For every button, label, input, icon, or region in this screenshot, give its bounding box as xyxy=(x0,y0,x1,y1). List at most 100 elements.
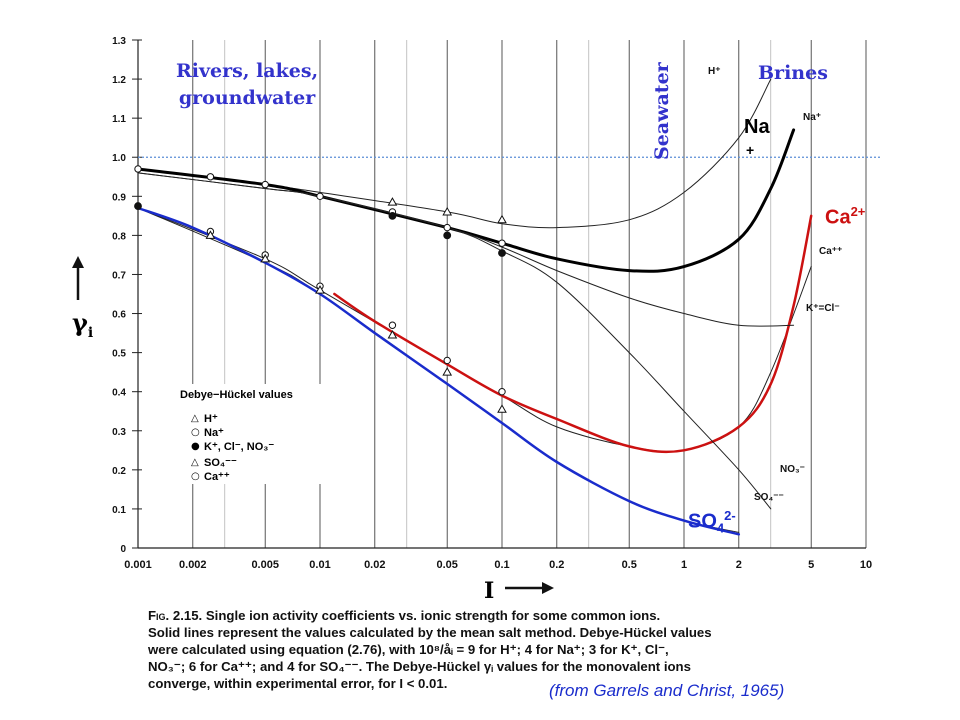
y-axis-label-symbol: γ xyxy=(72,308,88,337)
marker-triangle-4-1 xyxy=(260,253,271,263)
x-tick-label-8: 0.5 xyxy=(622,559,637,571)
legend-label-na: Na⁺ xyxy=(204,427,224,439)
y-tick-label-8: 0.8 xyxy=(112,231,126,242)
caption-fig-number: Fig. 2.15. xyxy=(148,608,203,623)
ion-label-so4-symbol: SO xyxy=(688,510,717,533)
marker-filled-circle-1-0 xyxy=(134,202,142,210)
curve-tag-kcl: K⁺=Cl⁻ xyxy=(806,303,840,314)
y-tick-label-9: 0.9 xyxy=(112,192,126,203)
marker-filled-circle-1-3 xyxy=(498,249,506,257)
x-tick-label-4: 0.02 xyxy=(364,559,385,571)
legend-title: Debye−Hückel values xyxy=(180,389,293,401)
figure-caption: Fig. 2.15. Single ion activity coefficie… xyxy=(148,607,838,692)
caption-line-1: Single ion activity coefficients vs. ion… xyxy=(205,608,661,623)
series-line-7-so42- xyxy=(136,206,741,536)
series-line-1-na- xyxy=(136,128,796,273)
legend-symbol-ca: ○ xyxy=(191,471,200,482)
y-axis-label: γi xyxy=(72,308,93,341)
legend-symbol-so4: △ xyxy=(191,457,199,468)
ion-label-so4-charge: 2- xyxy=(724,508,736,523)
marker-circle-0-6 xyxy=(498,239,506,247)
y-tick-label-2: 0.2 xyxy=(112,466,126,477)
ion-label-ca-symbol: Ca xyxy=(825,206,851,229)
ion-label-na: Na + xyxy=(744,116,770,158)
ion-label-so4: SO42- xyxy=(688,508,736,536)
marker-triangle-2-1 xyxy=(442,206,453,216)
y-tick-label-5: 0.5 xyxy=(112,349,126,360)
marker-triangle-4-5 xyxy=(497,404,507,413)
marker-circle-3-5 xyxy=(498,387,506,396)
region-label-seawater: Seawater xyxy=(651,62,673,160)
region-label-rivers: Rivers, lakes, groundwater xyxy=(176,58,318,112)
marker-circle-3-3 xyxy=(388,321,397,329)
marker-filled-circle-1-1 xyxy=(388,211,397,220)
x-tick-label-5: 0.05 xyxy=(437,559,458,571)
x-tick-label-10: 2 xyxy=(736,559,742,571)
y-tick-label-13: 1.3 xyxy=(112,36,126,47)
region-label-brines: Brines xyxy=(758,62,828,84)
x-tick-label-0: 0.001 xyxy=(124,559,152,571)
marker-filled-circle-1-2 xyxy=(443,231,452,240)
y-tick-label-0: 0 xyxy=(120,544,126,555)
caption-line-4: NO₃⁻; 6 for Ca⁺⁺; and 4 for SO₄⁻⁻. The D… xyxy=(148,659,691,674)
marker-circle-0-2 xyxy=(261,180,269,189)
x-axis-label: I xyxy=(484,578,495,604)
marker-circle-0-1 xyxy=(206,173,215,181)
region-label-rivers-line2: groundwater xyxy=(178,87,316,109)
caption-line-5: converge, within experimental error, for… xyxy=(148,676,448,691)
y-tick-label-3: 0.3 xyxy=(112,427,126,438)
curve-tag-so4: SO₄⁻⁻ xyxy=(754,492,784,503)
legend-symbol-h: △ xyxy=(191,413,199,424)
x-tick-label-6: 0.1 xyxy=(494,559,509,571)
x-tick-label-9: 1 xyxy=(681,559,687,571)
marker-triangle-2-2 xyxy=(497,214,507,224)
ion-label-na-symbol: Na xyxy=(744,116,770,138)
ion-label-ca: Ca2+ xyxy=(825,204,865,230)
series-line-2-ca- xyxy=(137,207,812,453)
curve-tag-na: Na⁺ xyxy=(803,112,822,123)
x-tick-label-7: 0.2 xyxy=(549,559,564,571)
curve-tag-h: H⁺ xyxy=(708,66,721,77)
y-axis-label-sub: i xyxy=(87,324,94,341)
ion-label-ca-charge: 2+ xyxy=(850,204,866,219)
y-tick-label-4: 0.4 xyxy=(112,388,126,399)
series-line-3-ca2- xyxy=(333,214,813,454)
y-axis-arrow-head xyxy=(72,256,84,268)
x-tick-label-2: 0.005 xyxy=(251,559,279,571)
legend-label-ca: Ca⁺⁺ xyxy=(204,471,230,483)
legend-symbol-na: ○ xyxy=(191,427,200,438)
marker-circle-0-5 xyxy=(443,223,451,232)
ion-label-so4-sub: 4 xyxy=(716,520,725,536)
y-tick-label-11: 1.1 xyxy=(112,114,126,125)
legend-label-so4: SO₄⁻⁻ xyxy=(204,457,237,469)
legend-box xyxy=(176,384,326,484)
ion-label-na-charge: + xyxy=(746,142,755,158)
marker-circle-3-4 xyxy=(443,356,451,365)
caption-line-2: Solid lines represent the values calcula… xyxy=(148,625,712,640)
source-citation: (from Garrels and Christ, 1965) xyxy=(549,681,785,700)
legend-label-kcl: K⁺, Cl⁻, NO₃⁻ xyxy=(204,441,275,453)
y-tick-label-10: 1.0 xyxy=(112,153,126,164)
marker-triangle-2-0 xyxy=(387,197,398,206)
curve-tag-ca: Ca⁺⁺ xyxy=(819,246,843,257)
x-tick-label-12: 10 xyxy=(860,559,872,571)
marker-circle-0-0 xyxy=(134,165,142,173)
marker-triangle-4-3 xyxy=(387,330,398,339)
x-tick-label-1: 0.002 xyxy=(179,559,207,571)
legend-label-h: H⁺ xyxy=(204,413,218,425)
region-label-rivers-line1: Rivers, lakes, xyxy=(176,60,319,82)
x-axis-arrow-head xyxy=(542,582,554,594)
legend-symbol-kcl: ● xyxy=(191,441,200,452)
series-line-5-no3- xyxy=(137,172,772,510)
marker-triangle-4-4 xyxy=(442,367,453,376)
caption-line-3: were calculated using equation (2.76), w… xyxy=(148,642,669,657)
y-tick-label-1: 0.1 xyxy=(112,505,126,516)
y-tick-label-12: 1.2 xyxy=(112,75,126,86)
marker-triangle-4-0 xyxy=(205,230,216,239)
marker-circle-0-3 xyxy=(316,192,324,201)
curve-tag-no3: NO₃⁻ xyxy=(780,464,805,475)
marker-triangle-4-2 xyxy=(315,285,325,294)
y-tick-label-6: 0.6 xyxy=(112,310,126,321)
x-tick-label-3: 0.01 xyxy=(309,559,330,571)
